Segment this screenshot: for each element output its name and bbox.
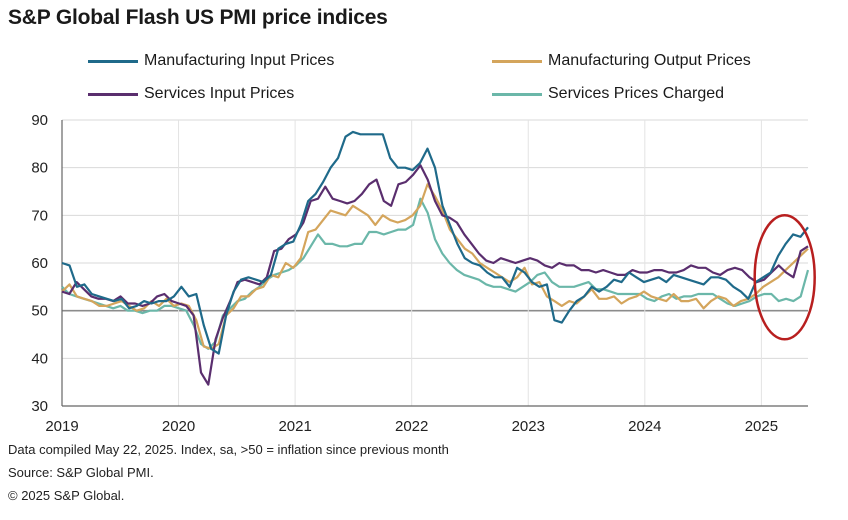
x-tick-label: 2024 [628,418,661,435]
series-line-services-input-prices [61,164,809,386]
series-line-services-prices-charged [61,197,810,350]
legend-swatch [88,92,138,96]
y-tick-label: 90 [31,112,48,129]
footnote-data: Data compiled May 22, 2025. Index, sa, >… [8,442,449,457]
y-tick-label: 40 [31,350,48,367]
legend-swatch [88,59,138,63]
legend-label: Services Input Prices [144,85,295,102]
legend-item-manufacturing-input: Manufacturing Input Prices [88,52,334,70]
chart-title: S&P Global Flash US PMI price indices [8,6,388,29]
legend-label: Manufacturing Input Prices [144,52,335,69]
footnote-source: Source: S&P Global PMI. [8,465,154,480]
x-tick-label: 2019 [45,418,78,435]
footnote-copyright: © 2025 S&P Global. [8,488,125,503]
x-tick-label: 2020 [162,418,195,435]
legend-label: Manufacturing Output Prices [548,52,751,69]
series-line-manufacturing-input-prices [61,130,809,355]
legend-item-services-charged: Services Prices Charged [492,85,724,103]
x-tick-label: 2023 [512,418,545,435]
y-tick-label: 70 [31,207,48,224]
y-tick-label: 60 [31,255,48,272]
legend-swatch [492,59,542,63]
legend-label: Services Prices Charged [548,85,725,102]
x-tick-label: 2022 [395,418,428,435]
y-tick-label: 50 [31,303,48,320]
legend-item-services-input: Services Input Prices [88,85,294,103]
y-tick-label: 80 [31,160,48,177]
y-tick-label: 30 [31,398,48,415]
x-tick-label: 2025 [745,418,778,435]
x-tick-label: 2021 [278,418,311,435]
highlight-ellipse [753,214,816,341]
legend-swatch [492,92,542,96]
legend-item-manufacturing-output: Manufacturing Output Prices [492,52,751,70]
